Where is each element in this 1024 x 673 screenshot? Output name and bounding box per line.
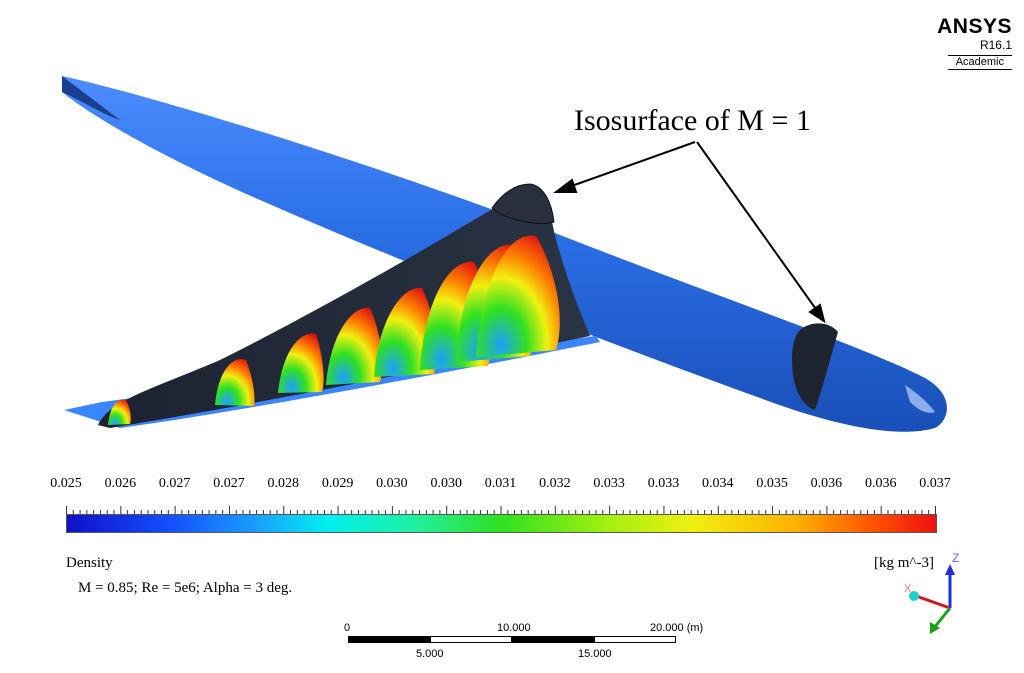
legend-tick-label: 0.037 [919, 476, 951, 491]
wing-isosurface [98, 187, 590, 428]
legend-tick-label: 0.026 [104, 476, 137, 491]
scale-seg-4 [594, 636, 676, 643]
legend-tick-label: 0.033 [593, 476, 625, 491]
scale-label-20: 20.000 (m) [650, 622, 704, 634]
scale-seg-2 [430, 636, 512, 643]
legend-tick-label: 0.029 [321, 476, 354, 491]
logo-brand: ANSYS [937, 15, 1012, 38]
logo-version: R16.1 [979, 38, 1012, 52]
scale-bar: 0 10.000 20.000 (m) 5.000 15.000 [340, 622, 720, 662]
triad-x-label: X [904, 583, 912, 595]
legend-tick-label: 0.031 [484, 476, 517, 491]
scale-seg-1 [348, 636, 430, 643]
annotation-label: Isosurface of M = 1 [574, 104, 811, 137]
legend-tick-label: 0.025 [50, 476, 82, 491]
legend-tick-label: 0.028 [267, 476, 300, 491]
scale-label-10: 10.000 [497, 622, 531, 634]
scale-label-0: 0 [344, 622, 351, 634]
legend-tick-label: 0.032 [539, 476, 571, 491]
legend-tick-label: 0.036 [864, 476, 897, 491]
legend-colorbar [66, 514, 937, 533]
triad-z-label: Z [952, 551, 959, 565]
legend-units: [kg m^-3] [874, 555, 934, 571]
legend-quantity: Density [66, 555, 113, 571]
logo-edition: Academic [947, 55, 1012, 70]
density-slices [108, 235, 560, 425]
axis-triad[interactable]: Z X [894, 548, 974, 643]
flow-conditions: M = 0.85; Re = 5e6; Alpha = 3 deg. [78, 580, 293, 596]
legend-tick-label: 0.035 [756, 476, 788, 491]
legend-tick-label: 0.027 [158, 476, 191, 491]
scale-label-15: 15.000 [578, 648, 612, 660]
scale-seg-3 [512, 636, 594, 643]
legend-tick-label: 0.030 [376, 476, 408, 491]
ansys-logo: ANSYS R16.1 Academic [934, 16, 1012, 74]
viewport-3d[interactable] [0, 0, 1024, 470]
legend-tick-label: 0.030 [430, 476, 462, 491]
legend-tick-label: 0.033 [647, 476, 680, 491]
legend-tick-label: 0.027 [213, 476, 245, 491]
legend-tick-label: 0.036 [810, 476, 843, 491]
scale-label-5: 5.000 [416, 648, 444, 660]
nose-isosurface [792, 323, 838, 410]
color-legend: 0.025 0.026 0.027 0.027 0.028 0.029 0.030 0.030… [50, 476, 951, 536]
legend-tick-label: 0.034 [702, 476, 734, 491]
root-isosurface [491, 183, 555, 225]
annotation-arrows [553, 141, 826, 324]
